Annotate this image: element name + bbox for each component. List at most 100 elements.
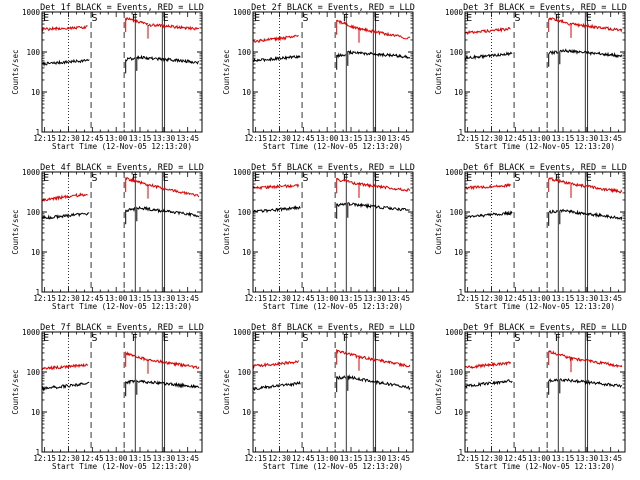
x-tick-label: 12:15 [456, 134, 479, 143]
x-tick-label: 13:15 [129, 134, 152, 143]
event-marker-f: F [555, 13, 561, 24]
x-axis-label: Start Time (12-Nov-05 12:13:20) [475, 302, 615, 311]
panel-title: Det 8f BLACK = Events, RED = LLD [251, 323, 415, 333]
lld-trace-segment [42, 362, 89, 371]
event-marker-e: E [374, 173, 380, 184]
y-axis-label: Counts/sec [222, 49, 231, 94]
lld-trace-segment [42, 25, 88, 33]
x-tick-label: 13:45 [599, 294, 622, 303]
x-tick-label: 13:00 [528, 294, 551, 303]
x-tick-label: 13:15 [340, 454, 363, 463]
x-tick-label: 12:30 [268, 454, 291, 463]
events-trace-segment [465, 379, 513, 388]
lld-trace-segment [570, 182, 623, 198]
y-tick-label: 10 [31, 248, 41, 257]
y-tick-label: 1 [458, 448, 463, 457]
plot-frame [41, 331, 203, 453]
y-tick-label: 100 [26, 208, 40, 217]
y-axis-label: Counts/sec [11, 209, 20, 254]
events-trace-segment [125, 379, 136, 397]
lld-trace-segment [548, 17, 572, 33]
y-tick-label: 1000 [445, 328, 464, 337]
event-marker-f: F [343, 333, 349, 344]
x-tick-label: 13:00 [105, 454, 128, 463]
y-axis-label: Counts/sec [11, 49, 20, 94]
x-tick-label: 12:45 [81, 134, 104, 143]
x-tick-label: 13:15 [552, 454, 575, 463]
panel-title: Det 1f BLACK = Events, RED = LLD [40, 3, 204, 13]
events-trace-segment [548, 50, 559, 67]
plot-frame [41, 171, 203, 293]
x-tick-label: 13:30 [576, 134, 599, 143]
lld-trace-segment [358, 355, 411, 371]
x-tick-label: 13:00 [105, 134, 128, 143]
y-axis-label: Counts/sec [434, 209, 443, 254]
x-axis-label: Start Time (12-Nov-05 12:13:20) [52, 302, 192, 311]
events-trace-segment [465, 210, 513, 219]
y-tick-label: 1000 [445, 168, 464, 177]
events-trace-segment [465, 51, 513, 61]
x-tick-label: 13:15 [552, 134, 575, 143]
x-tick-label: 12:15 [33, 454, 56, 463]
event-marker-e: E [163, 13, 169, 24]
x-axis-label: Start Time (12-Nov-05 12:13:20) [475, 462, 615, 471]
x-tick-label: 12:15 [456, 294, 479, 303]
events-trace-segment [559, 377, 623, 394]
event-marker-e: E [254, 333, 260, 344]
lld-trace-segment [125, 350, 149, 367]
y-tick-label: 1 [35, 448, 40, 457]
lld-trace-segment [336, 177, 360, 194]
events-trace-segment [347, 49, 411, 66]
event-marker-e: E [466, 173, 472, 184]
x-tick-label: 12:45 [504, 454, 527, 463]
panel-title: Det 9f BLACK = Events, RED = LLD [463, 323, 627, 333]
y-tick-label: 10 [242, 408, 252, 417]
y-tick-label: 100 [449, 368, 463, 377]
lld-trace-segment [147, 23, 200, 39]
panel-title: Det 4f BLACK = Events, RED = LLD [40, 163, 204, 173]
y-axis-label: Counts/sec [222, 209, 231, 254]
y-tick-label: 1000 [22, 168, 41, 177]
x-tick-label: 12:15 [244, 294, 267, 303]
lld-trace-segment [42, 192, 88, 203]
events-trace-segment [548, 378, 559, 395]
x-tick-label: 13:00 [105, 294, 128, 303]
events-trace-segment [336, 202, 347, 219]
plot-frame [252, 11, 414, 133]
event-marker-e: E [586, 173, 592, 184]
x-tick-label: 13:00 [316, 454, 339, 463]
events-trace-segment [125, 206, 136, 225]
y-tick-label: 100 [26, 368, 40, 377]
x-tick-label: 12:45 [292, 134, 315, 143]
events-trace-segment [347, 374, 411, 391]
event-marker-e: E [43, 333, 49, 344]
x-tick-label: 12:15 [244, 134, 267, 143]
events-trace-segment [347, 202, 410, 218]
lld-trace-segment [125, 16, 149, 33]
y-tick-label: 1 [35, 288, 40, 297]
event-marker-e: E [586, 13, 592, 24]
y-tick-label: 100 [237, 208, 251, 217]
y-tick-label: 10 [242, 88, 252, 97]
x-tick-label: 13:15 [552, 294, 575, 303]
y-axis-label: Counts/sec [11, 369, 20, 414]
y-tick-label: 1 [246, 128, 251, 137]
x-tick-label: 12:30 [480, 134, 503, 143]
y-tick-label: 1000 [445, 8, 464, 17]
lld-trace-segment [253, 34, 299, 44]
x-tick-label: 13:30 [153, 454, 176, 463]
y-tick-label: 10 [31, 408, 41, 417]
lld-trace-segment [253, 183, 300, 191]
event-marker-e: E [374, 13, 380, 24]
event-marker-e: E [163, 173, 169, 184]
x-tick-label: 13:00 [528, 454, 551, 463]
plot-frame [464, 331, 626, 453]
x-tick-label: 13:45 [599, 454, 622, 463]
